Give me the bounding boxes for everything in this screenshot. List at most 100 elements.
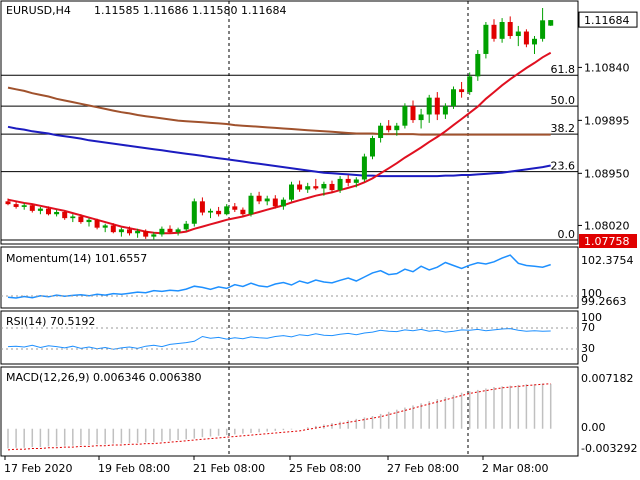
- candle-body: [159, 228, 165, 235]
- price-tick-label: 1.11684: [584, 14, 630, 27]
- candle-body: [175, 229, 181, 233]
- candle-body: [345, 178, 351, 183]
- candle-body: [199, 201, 205, 213]
- candle-body: [475, 53, 481, 77]
- candle-body: [264, 198, 270, 202]
- candle-body: [37, 208, 43, 211]
- candle-body: [402, 106, 408, 126]
- candle-body: [70, 216, 76, 219]
- candle-body: [548, 20, 554, 26]
- candle-body: [208, 210, 213, 213]
- rsi-tick-0: 0: [581, 352, 588, 365]
- rsi-tick-100: 100: [581, 311, 602, 324]
- candle-body: [62, 211, 68, 219]
- candle-body: [313, 186, 319, 189]
- candle-body: [523, 31, 529, 45]
- candle-body: [305, 186, 311, 190]
- macd-tick-low: -0.003292: [581, 442, 637, 455]
- momentum-tick-low: 99.2663: [581, 295, 627, 308]
- candle-body: [386, 125, 392, 131]
- candle-body: [459, 89, 465, 93]
- symbol-label: EURUSD,H4: [6, 4, 71, 17]
- candle-body: [232, 206, 238, 210]
- candle-body: [167, 228, 173, 233]
- sma-slow-line: [7, 125, 551, 178]
- fib-label-4: 0.0: [558, 228, 576, 241]
- momentum-tick-high: 102.3754: [581, 254, 634, 267]
- candle-body: [94, 219, 100, 228]
- sma-mid-line: [7, 86, 551, 136]
- fib-label-1: 50.0: [551, 94, 576, 107]
- candle-body: [224, 206, 230, 215]
- macd-title: MACD(12,26,9) 0.006346 0.006380: [6, 371, 202, 384]
- momentum-title: Momentum(14) 101.6557: [6, 252, 147, 265]
- candle-body: [272, 198, 278, 207]
- time-tick-label: 27 Feb 08:00: [387, 462, 459, 475]
- candle-body: [499, 22, 505, 39]
- ohlc-label: 1.11585 1.11686 1.11580 1.11684: [94, 4, 286, 17]
- candle-body: [21, 205, 27, 207]
- candle-body: [54, 211, 60, 215]
- macd-histogram: [7, 383, 552, 449]
- candle-body: [191, 201, 197, 224]
- fib-label-2: 38.2: [551, 122, 576, 135]
- candlestick-series: [5, 8, 554, 240]
- momentum-tick-100: 100: [581, 287, 602, 300]
- price-panel-frame: [0, 0, 579, 245]
- momentum-panel-frame: [0, 246, 579, 309]
- rsi-tick-30: 30: [581, 342, 595, 355]
- candle-body: [378, 125, 384, 139]
- candle-body: [78, 216, 84, 223]
- candle-body: [127, 229, 132, 234]
- candle-body: [183, 223, 189, 230]
- rsi-line: [7, 328, 551, 350]
- rsi-title: RSI(14) 70.5192: [6, 315, 95, 328]
- macd-signal-line: [7, 383, 551, 451]
- candle-body: [110, 225, 116, 233]
- price-tick-label: 1.10840: [584, 61, 630, 74]
- candle-body: [143, 231, 149, 237]
- momentum-line: [7, 254, 551, 299]
- candle-body: [507, 22, 513, 37]
- candle-body: [532, 38, 537, 45]
- last-price-box: [578, 11, 638, 28]
- candle-body: [151, 234, 157, 237]
- time-tick-label: 17 Feb 2020: [4, 462, 72, 475]
- candle-body: [289, 184, 294, 200]
- candle-body: [248, 195, 254, 215]
- candle-body: [394, 125, 400, 131]
- candle-body: [426, 97, 432, 115]
- candle-body: [256, 195, 262, 202]
- fib-label-0: 61.8: [551, 63, 576, 76]
- time-axis: 17 Feb 2020 19 Feb 08:00 21 Feb 08:00 25 Fe…: [4, 456, 548, 475]
- current-price-label: 1.07758: [584, 235, 630, 248]
- candle-body: [434, 97, 440, 115]
- candle-body: [515, 31, 521, 37]
- candle-body: [353, 179, 359, 183]
- candle-body: [540, 20, 546, 39]
- candle-body: [46, 208, 51, 215]
- candle-body: [29, 205, 35, 211]
- macd-tick-zero: 0.00: [581, 421, 606, 434]
- candle-body: [240, 209, 246, 215]
- candle-body: [442, 106, 448, 115]
- time-tick-label: 25 Feb 08:00: [289, 462, 361, 475]
- price-tick-label: 1.08020: [584, 219, 630, 232]
- candle-body: [418, 114, 424, 121]
- candle-body: [5, 201, 11, 205]
- fibonacci-levels[interactable]: 61.8 50.0 38.2 23.6 0.0: [1, 63, 578, 241]
- macd-tick-high: 0.007182: [581, 372, 634, 385]
- candle-body: [118, 229, 124, 233]
- candle-body: [483, 24, 489, 54]
- time-tick-label: 2 Mar 08:00: [482, 462, 548, 475]
- price-tick-label: 1.09895: [584, 114, 630, 127]
- candle-body: [491, 24, 497, 39]
- candle-body: [102, 225, 108, 228]
- candle-body: [329, 183, 335, 191]
- current-price-box: [579, 234, 637, 248]
- candle-body: [321, 183, 327, 189]
- candle-body: [337, 178, 343, 191]
- candle-body: [135, 231, 141, 234]
